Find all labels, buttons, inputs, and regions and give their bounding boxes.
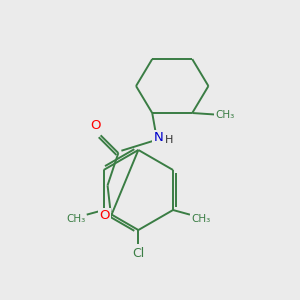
Text: CH₃: CH₃	[66, 214, 85, 224]
Text: H: H	[165, 135, 173, 145]
Text: O: O	[90, 119, 101, 132]
Text: CH₃: CH₃	[191, 214, 210, 224]
Text: CH₃: CH₃	[215, 110, 234, 119]
Text: O: O	[99, 209, 110, 222]
Text: N: N	[154, 131, 163, 144]
Text: Cl: Cl	[132, 247, 145, 260]
